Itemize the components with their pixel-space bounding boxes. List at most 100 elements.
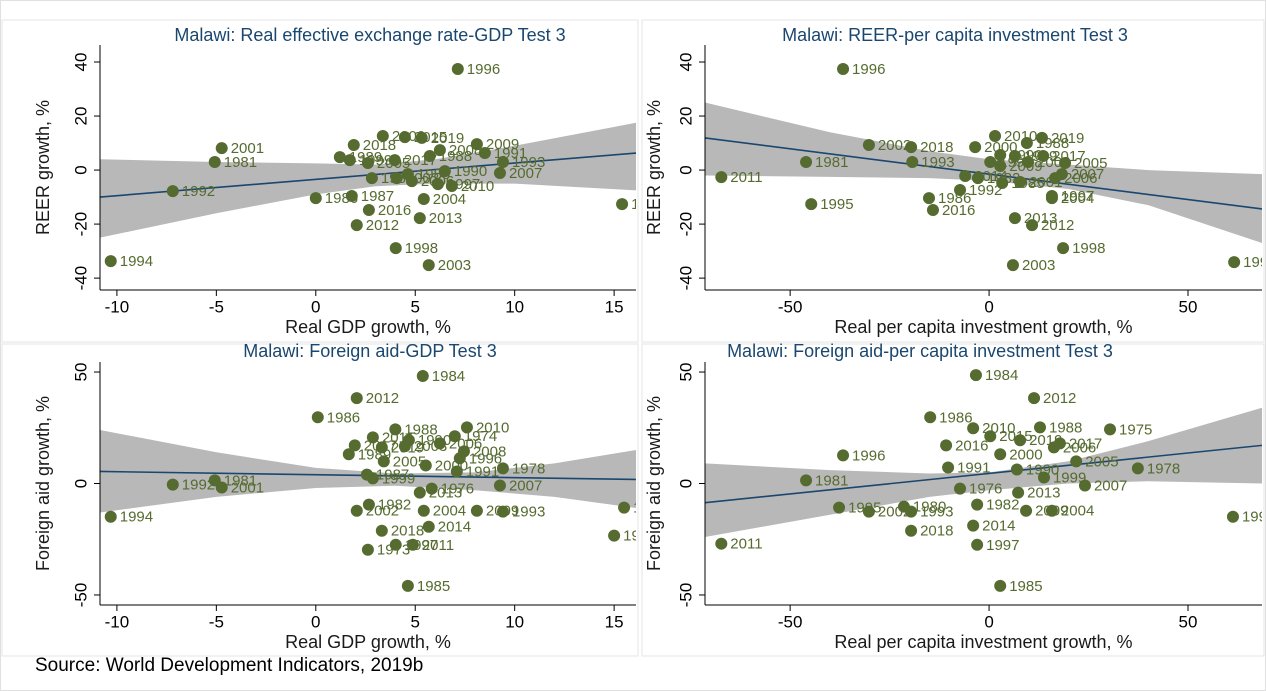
x-axis-label: Real GDP growth, % bbox=[285, 632, 451, 652]
data-point bbox=[361, 157, 374, 170]
data-point bbox=[608, 529, 621, 542]
point-label: 2001 bbox=[231, 140, 264, 157]
data-point bbox=[1049, 172, 1062, 185]
data-point bbox=[445, 180, 458, 193]
data-point bbox=[906, 155, 919, 168]
point-label: 1994 bbox=[120, 253, 153, 270]
confidence-band bbox=[100, 429, 636, 513]
data-point bbox=[166, 185, 179, 198]
data-point bbox=[478, 147, 491, 160]
point-label: 1986 bbox=[939, 409, 972, 426]
data-point bbox=[837, 449, 850, 462]
point-label: 2019 bbox=[431, 130, 464, 147]
point-label: 2003 bbox=[438, 257, 471, 274]
point-label: 2006 bbox=[1063, 439, 1096, 456]
data-point bbox=[1033, 421, 1046, 434]
data-point bbox=[425, 482, 438, 495]
x-tick-label: -5 bbox=[209, 297, 224, 316]
point-label: 1987 bbox=[361, 188, 394, 205]
data-point bbox=[1045, 189, 1058, 202]
data-point bbox=[413, 486, 426, 499]
data-point bbox=[1008, 212, 1021, 225]
point-label: 1998 bbox=[1072, 240, 1105, 257]
point-label: 2011 bbox=[730, 536, 762, 553]
point-label: 1982 bbox=[986, 497, 1019, 514]
y-tick-label: 50 bbox=[71, 363, 90, 382]
data-point bbox=[450, 465, 463, 478]
point-label: 2018 bbox=[363, 137, 396, 154]
point-label: 1993 bbox=[512, 154, 545, 171]
data-point bbox=[496, 505, 509, 518]
data-point bbox=[924, 411, 937, 424]
data-point bbox=[1020, 504, 1033, 517]
y-tick-label: 20 bbox=[71, 107, 90, 126]
point-label: 2008 bbox=[473, 443, 506, 460]
data-point bbox=[994, 448, 1007, 461]
y-tick-label: 0 bbox=[676, 479, 695, 488]
point-label: 2008 bbox=[449, 142, 482, 159]
data-point bbox=[905, 524, 918, 537]
data-point bbox=[448, 430, 461, 443]
panel-title: Malawi: REER-per capita investment Test … bbox=[782, 25, 1128, 45]
data-point bbox=[406, 538, 419, 551]
point-label: 2012 bbox=[1041, 217, 1074, 234]
point-label: 2019 bbox=[391, 439, 424, 456]
data-point bbox=[1014, 175, 1027, 188]
data-point bbox=[433, 437, 446, 450]
x-tick-label: -5 bbox=[209, 612, 224, 631]
data-point bbox=[401, 579, 414, 592]
x-tick-label: 10 bbox=[505, 297, 524, 316]
y-axis-label: REER growth, % bbox=[33, 100, 53, 235]
point-label: 1997 bbox=[986, 537, 1019, 554]
y-tick-label: 50 bbox=[676, 363, 695, 382]
data-point bbox=[309, 192, 322, 205]
point-label: 1990 bbox=[454, 163, 487, 180]
data-point bbox=[618, 501, 631, 514]
data-point bbox=[333, 151, 346, 164]
data-point bbox=[366, 431, 379, 444]
data-point bbox=[1035, 131, 1048, 144]
data-point bbox=[389, 242, 402, 255]
data-point bbox=[1057, 242, 1070, 255]
point-label: 2010 bbox=[476, 419, 509, 436]
data-point bbox=[942, 461, 955, 474]
data-point bbox=[376, 130, 389, 143]
point-label: 1988 bbox=[1036, 135, 1069, 152]
point-label: 2019 bbox=[1051, 130, 1084, 147]
data-point bbox=[401, 168, 414, 181]
data-point bbox=[1070, 455, 1083, 468]
panel-title: Malawi: Foreign aid-per capita investmen… bbox=[727, 341, 1113, 361]
data-point bbox=[805, 198, 818, 211]
y-tick-label: -20 bbox=[676, 212, 695, 237]
plot-area: 1984 2012 1986 1975 1996 1978 1981 2005 2007 1999… bbox=[705, 367, 1262, 595]
data-point bbox=[361, 543, 374, 556]
data-point bbox=[1012, 486, 1025, 499]
point-label: 1993 bbox=[512, 504, 545, 521]
data-point bbox=[1010, 463, 1023, 476]
x-tick-label: 0 bbox=[984, 612, 993, 631]
point-label: 2008 bbox=[1037, 154, 1070, 171]
point-label: 2012 bbox=[366, 217, 399, 234]
data-point bbox=[496, 462, 509, 475]
point-label: 2013 bbox=[429, 210, 462, 227]
data-point bbox=[800, 155, 813, 168]
x-tick-label: 0 bbox=[984, 297, 993, 316]
point-label: 1991 bbox=[957, 459, 990, 476]
x-axis-label: Real GDP growth, % bbox=[285, 317, 451, 337]
point-label: 1978 bbox=[1147, 460, 1180, 477]
data-point bbox=[311, 411, 324, 424]
point-label: 1996 bbox=[467, 61, 500, 78]
point-label: 2006 bbox=[449, 435, 482, 452]
point-label: 2013 bbox=[429, 485, 462, 502]
data-point bbox=[350, 392, 363, 405]
point-label: 2004 bbox=[433, 191, 466, 208]
data-point bbox=[897, 500, 910, 513]
panel-title: Malawi: Foreign aid-GDP Test 3 bbox=[243, 341, 496, 361]
point-label: 1996 bbox=[469, 450, 502, 467]
data-point bbox=[1020, 137, 1033, 150]
point-label: 2013 bbox=[1027, 485, 1060, 502]
point-label: 2007 bbox=[1094, 477, 1127, 494]
point-label: 1985 bbox=[417, 578, 450, 595]
